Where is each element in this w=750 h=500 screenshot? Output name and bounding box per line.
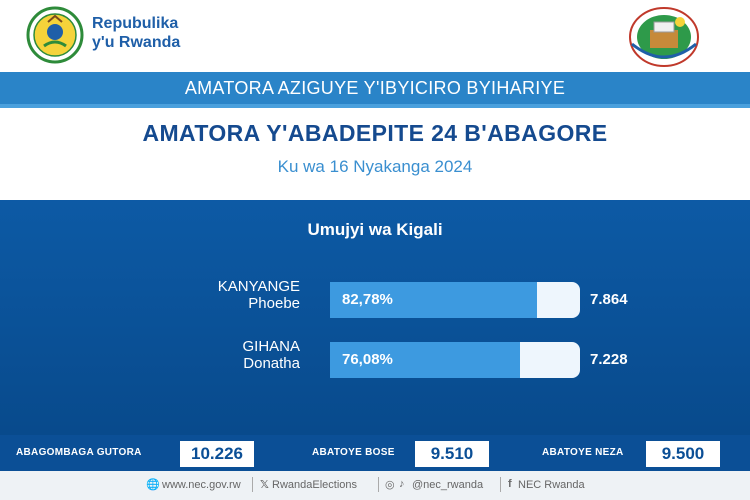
facebook-icon: f [508,478,512,490]
website-link[interactable]: www.nec.gov.rw [162,479,241,491]
divider [500,477,501,492]
divider [252,477,253,492]
facebook-link[interactable]: NEC Rwanda [518,479,585,491]
candidate-row: GIHANA Donatha 76,08% 7.228 [0,338,750,388]
candidate-name: KANYANGE Phoebe [218,278,300,312]
category-banner: AMATORA AZIGUYE Y'IBYICIRO BYIHARIYE [0,72,750,104]
region-title: Umujyi wa Kigali [307,220,443,239]
result-percent: 82,78% [342,291,393,308]
valid-votes-value: 9.500 [646,441,720,467]
instagram-icon: ◎ [385,479,395,491]
candidate-name: GIHANA Donatha [242,338,300,372]
result-percent: 76,08% [342,351,393,368]
brand-line-1: Repubulika [92,15,179,32]
brand-line-2: y'u Rwanda [92,34,181,51]
header: Repubulika y'u Rwanda [0,0,750,72]
result-votes: 7.864 [590,291,628,308]
candidate-row: KANYANGE Phoebe 82,78% 7.864 [0,278,750,328]
registered-voters-label: ABAGOMBAGA GUTORA [16,447,142,458]
total-voted-value: 9.510 [415,441,489,467]
results-panel: Umujyi wa Kigali KANYANGE Phoebe 82,78% … [0,200,750,435]
x-handle-link[interactable]: RwandaElections [272,479,357,491]
total-voted-label: ABATOYE BOSE [312,447,395,458]
valid-votes-label: ABATOYE NEZA [542,447,624,458]
page-subtitle: Ku wa 16 Nyakanga 2024 [277,157,473,176]
tiktok-icon: ♪ [399,478,405,490]
page-title: AMATORA Y'ABADEPITE 24 B'ABAGORE [142,120,608,146]
candidate-surname: GIHANA [242,338,300,355]
contact-bar: 🌐 www.nec.gov.rw 𝕏 RwandaElections ◎ ♪ @… [0,471,750,500]
result-bar-fill [330,342,520,378]
banner-stripe [0,104,750,108]
ig-tiktok-handle-link[interactable]: @nec_rwanda [412,479,484,491]
x-logo-icon: 𝕏 [260,479,269,491]
result-bar-fill [330,282,537,318]
result-votes: 7.228 [590,351,628,368]
nec-logo-icon [629,7,699,67]
candidate-given-name: Phoebe [248,295,300,312]
turnout-stats-bar: ABAGOMBAGA GUTORA 10.226 ABATOYE BOSE 9.… [0,435,750,471]
globe-icon: 🌐 [146,479,160,491]
candidate-surname: KANYANGE [217,278,300,295]
registered-voters-value: 10.226 [180,441,254,467]
banner-text: AMATORA AZIGUYE Y'IBYICIRO BYIHARIYE [184,78,566,98]
candidate-given-name: Donatha [243,355,300,372]
brand-name: Repubulika y'u Rwanda [92,14,180,52]
rwanda-coat-of-arms-icon [26,6,84,64]
divider [378,477,379,492]
